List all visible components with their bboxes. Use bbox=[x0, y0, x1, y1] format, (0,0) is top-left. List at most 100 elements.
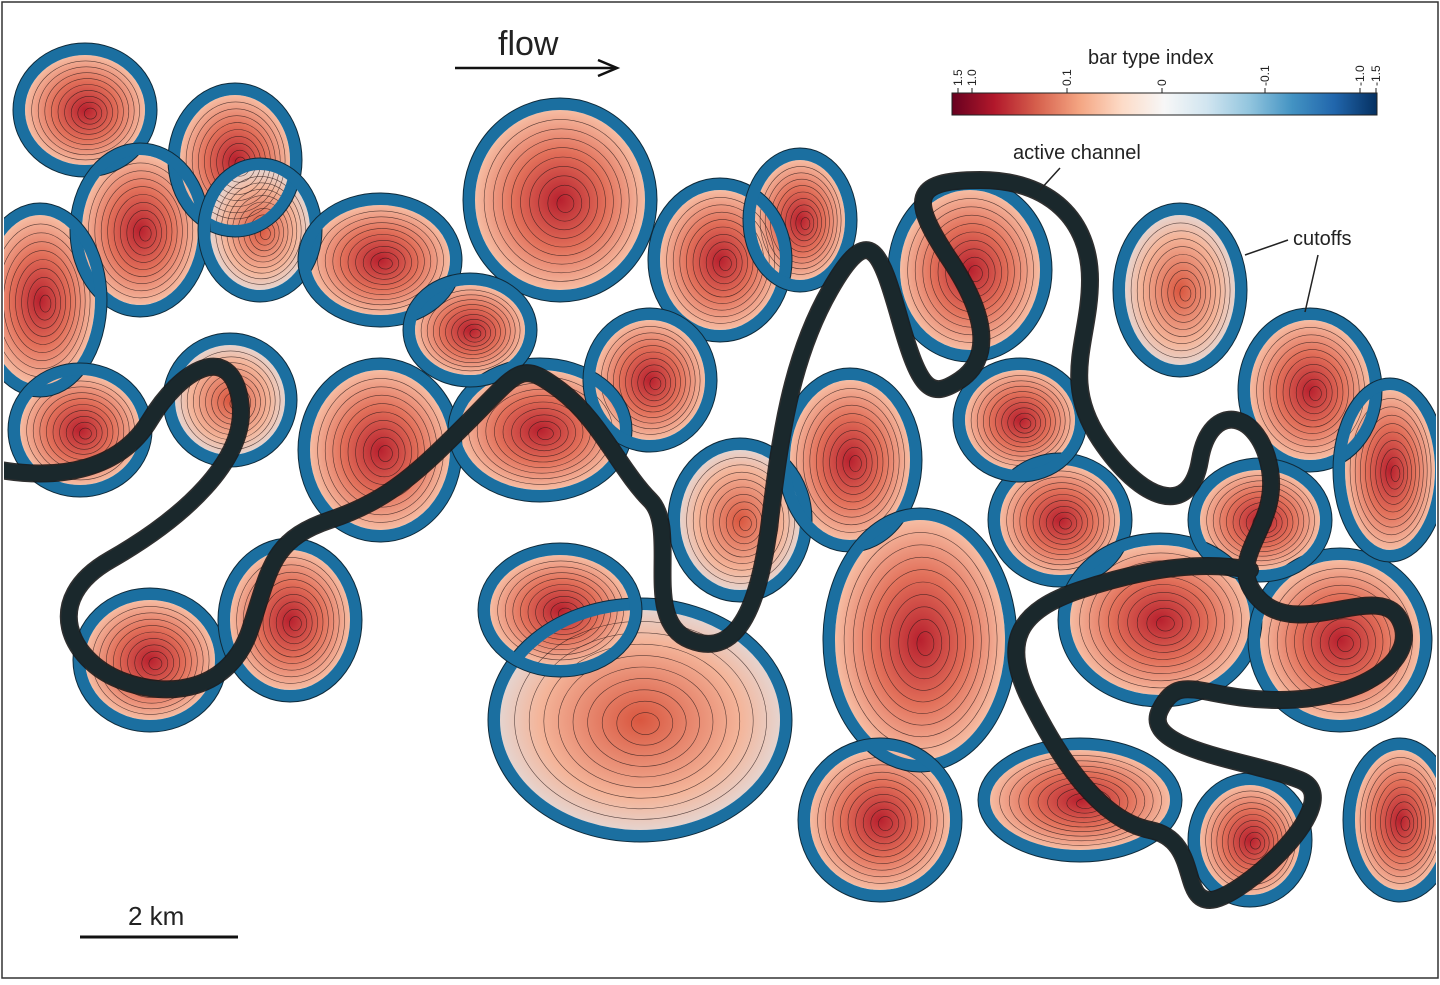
cutoff-channel-edge bbox=[1342, 737, 1436, 903]
scroll-line bbox=[1276, 349, 1349, 434]
scroll-line bbox=[432, 299, 511, 364]
scroll-line bbox=[242, 564, 340, 678]
scroll-line bbox=[1018, 765, 1146, 837]
scroll-line bbox=[796, 388, 905, 533]
scroll-line bbox=[861, 556, 982, 726]
cutoff-channel bbox=[463, 98, 657, 302]
scroll-line bbox=[426, 294, 516, 368]
flow-indicator: flow bbox=[455, 25, 621, 78]
scroll-line bbox=[705, 241, 743, 285]
colorbar-ramp bbox=[951, 92, 1378, 116]
colorbar-tick-label: -1.0 bbox=[1353, 65, 1367, 86]
scroll-line bbox=[107, 186, 178, 277]
scroll-line bbox=[914, 206, 1028, 336]
cutoff-channel-edge bbox=[402, 272, 538, 388]
scroll-line bbox=[1337, 635, 1354, 652]
scroll-line bbox=[492, 128, 630, 274]
scroll-line bbox=[77, 101, 103, 125]
scroll-line bbox=[816, 413, 889, 510]
scroll-line bbox=[1136, 599, 1192, 646]
scroll-line bbox=[148, 657, 163, 670]
scroll-line bbox=[21, 268, 66, 337]
scroll-line bbox=[790, 204, 819, 242]
scroll-line bbox=[120, 202, 168, 263]
cutoff-channel bbox=[743, 148, 857, 292]
scroll-line bbox=[842, 446, 868, 480]
cutoff-channel-edge bbox=[742, 147, 858, 293]
scroll-line bbox=[347, 234, 419, 290]
scroll-line bbox=[995, 396, 1051, 448]
scroll-line bbox=[1212, 480, 1310, 562]
scroll-line bbox=[1319, 618, 1369, 668]
scroll-line bbox=[1007, 407, 1041, 439]
scroll-line bbox=[907, 618, 943, 668]
scroll-line bbox=[370, 436, 400, 470]
scroll-line bbox=[1117, 584, 1209, 660]
point-bar bbox=[475, 110, 645, 290]
scroll-line bbox=[362, 428, 406, 478]
scroll-line bbox=[1013, 412, 1037, 434]
scroll-line bbox=[269, 594, 318, 651]
scroll-line bbox=[94, 170, 188, 292]
scroll-line bbox=[829, 430, 878, 495]
scroll-line bbox=[785, 198, 822, 247]
cutoff-channel-edge bbox=[977, 737, 1183, 863]
scroll-line bbox=[106, 618, 198, 704]
scroll-line bbox=[538, 175, 591, 231]
cutoff-channel-edge bbox=[582, 307, 718, 453]
scroll-line bbox=[289, 616, 302, 631]
scroll-line bbox=[1295, 371, 1333, 415]
scroll-line bbox=[759, 166, 842, 275]
scroll-line bbox=[631, 358, 676, 407]
scroll-line bbox=[871, 569, 974, 714]
scroll-line bbox=[44, 72, 130, 150]
scroll-line bbox=[1302, 378, 1328, 408]
annotations: active channel cutoffs bbox=[1013, 142, 1352, 313]
scroll-line bbox=[1156, 615, 1175, 632]
scroll-line bbox=[72, 421, 98, 445]
colorbar-tick-label: 1.5 bbox=[951, 69, 965, 86]
scroll-line bbox=[1385, 794, 1422, 851]
cutoff-channel bbox=[4, 203, 107, 397]
scroll-line bbox=[631, 712, 660, 735]
scroll-line bbox=[57, 84, 119, 140]
scroll-line bbox=[39, 294, 52, 313]
scroll-line bbox=[126, 210, 162, 256]
scroll-line bbox=[855, 794, 912, 851]
scroll-line bbox=[822, 421, 884, 503]
cutoff-channel bbox=[1188, 773, 1312, 907]
scroll-line bbox=[840, 779, 925, 864]
scale-bar: 2 km bbox=[80, 901, 238, 939]
cutoff-channel bbox=[648, 178, 792, 342]
scroll-line bbox=[332, 222, 432, 301]
scroll-line bbox=[1019, 418, 1032, 429]
scroll-line bbox=[141, 650, 169, 676]
scroll-line bbox=[880, 581, 966, 703]
scroll-line bbox=[699, 471, 785, 571]
active-channel-edge bbox=[4, 171, 1413, 909]
scroll-line bbox=[370, 251, 400, 275]
scroll-line bbox=[37, 66, 135, 156]
scroll-line bbox=[519, 414, 569, 452]
scroll-line bbox=[1039, 500, 1088, 545]
scroll-line bbox=[898, 606, 951, 680]
scroll-line bbox=[1370, 431, 1416, 513]
scroll-line bbox=[1250, 837, 1261, 850]
cutoffs-leader-1 bbox=[1244, 239, 1289, 256]
scroll-line bbox=[502, 401, 584, 463]
colorbar-tick-label: 0 bbox=[1155, 79, 1169, 86]
scroll-line bbox=[686, 457, 795, 584]
scroll-line bbox=[849, 455, 862, 472]
scroll-line bbox=[355, 420, 412, 485]
scroll-line bbox=[1238, 825, 1270, 860]
scroll-line bbox=[809, 404, 895, 518]
cutoff-channel-edge bbox=[4, 202, 108, 398]
scroll-line bbox=[537, 427, 554, 440]
scroll-line bbox=[649, 377, 662, 390]
scroll-line bbox=[1045, 505, 1083, 540]
scroll-line bbox=[719, 256, 732, 271]
cutoff-channel bbox=[1333, 378, 1436, 562]
scroll-line bbox=[1206, 475, 1315, 566]
scroll-line bbox=[543, 643, 741, 799]
